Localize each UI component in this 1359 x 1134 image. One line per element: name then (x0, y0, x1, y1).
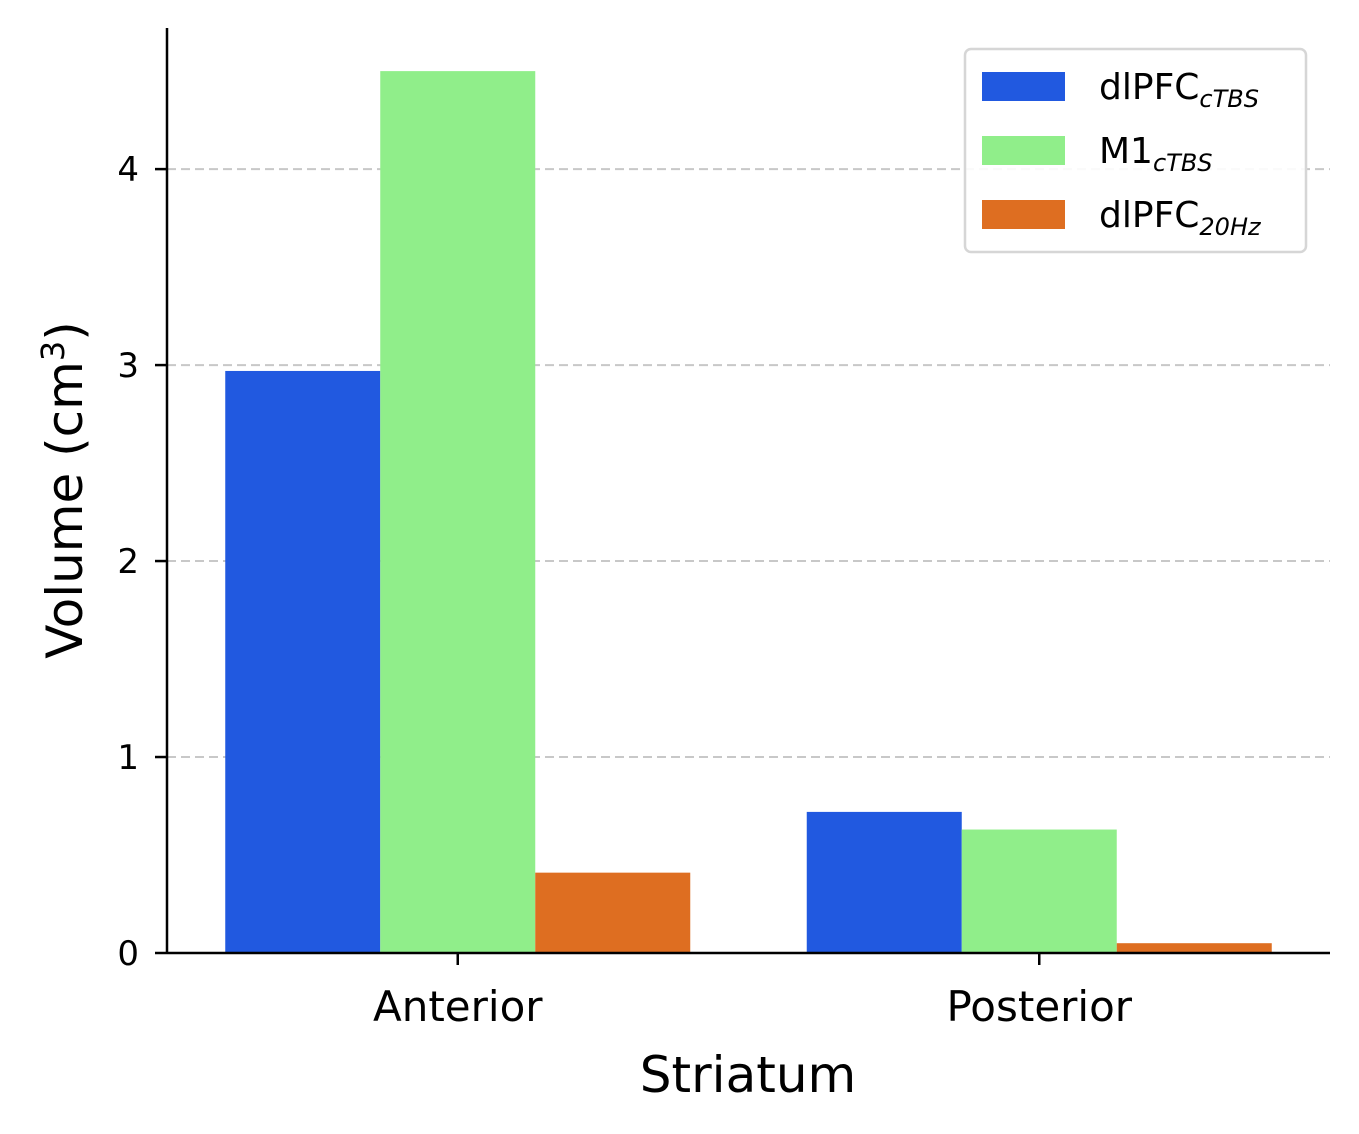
y-ticks: 0 1 2 3 4 (117, 150, 167, 974)
y-tick-label: 0 (117, 934, 139, 974)
legend-label: dlPFCcTBS (1099, 67, 1259, 113)
x-tick-label: Anterior (373, 982, 543, 1031)
axes (165, 28, 1330, 955)
y-axis-title: Volume (cm3) (34, 321, 94, 658)
y-tick-label: 2 (117, 542, 139, 582)
legend: dlPFCcTBS M1cTBS dlPFC20Hz (963, 47, 1308, 254)
legend-swatch (982, 136, 1065, 165)
legend-swatch (982, 72, 1065, 101)
bar (961, 829, 1117, 953)
bar (225, 370, 381, 953)
y-tick-label: 3 (117, 346, 139, 386)
y-tick-label: 4 (117, 150, 139, 190)
y-axis-title-main: Volume (cm (36, 361, 94, 659)
x-axis-title: Striatum (640, 1046, 856, 1104)
y-axis-title-superscript: 3 (34, 341, 72, 361)
x-ticks: Anterior Posterior (373, 953, 1133, 1031)
bar (380, 71, 536, 954)
x-tick-label: Posterior (946, 982, 1132, 1031)
bars (225, 71, 1272, 954)
y-axis-title-close: ) (36, 321, 94, 341)
legend-swatch (982, 200, 1065, 229)
bar (806, 811, 962, 953)
legend-label: dlPFC20Hz (1099, 195, 1262, 241)
bar (1116, 943, 1272, 953)
legend-label: M1cTBS (1099, 131, 1213, 177)
bar (535, 872, 691, 953)
y-tick-label: 1 (117, 738, 139, 778)
